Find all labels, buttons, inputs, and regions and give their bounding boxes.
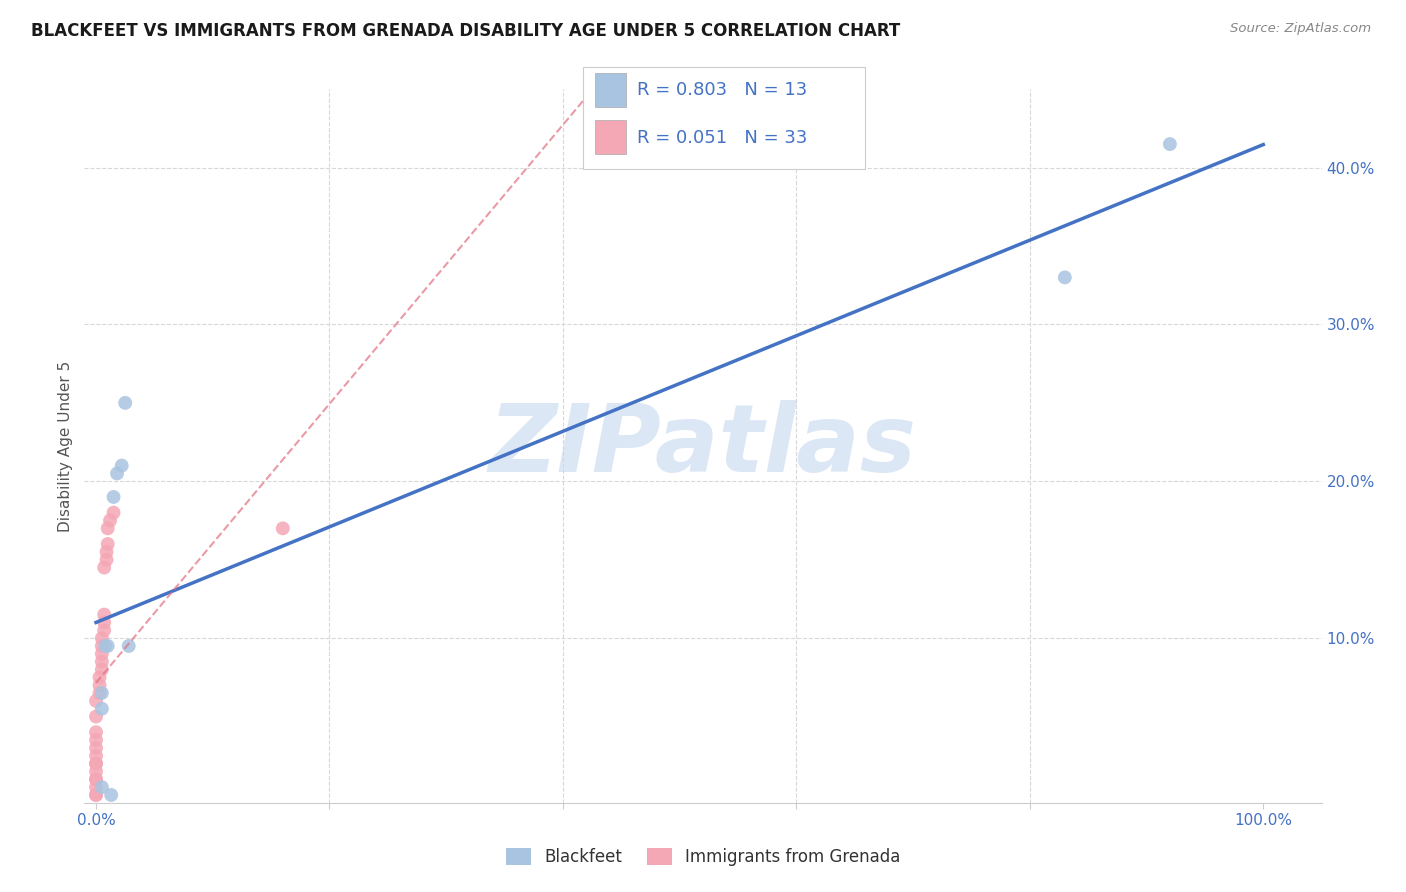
- Point: [271, 521, 294, 535]
- Point: [1159, 137, 1181, 152]
- Point: [97, 537, 120, 551]
- Point: [84, 764, 107, 779]
- Point: [93, 615, 115, 630]
- Point: [97, 639, 120, 653]
- Point: [90, 663, 112, 677]
- Point: [84, 788, 107, 802]
- Legend: Blackfeet, Immigrants from Grenada: Blackfeet, Immigrants from Grenada: [499, 841, 907, 873]
- Point: [84, 788, 107, 802]
- Point: [84, 772, 107, 787]
- Point: [90, 655, 112, 669]
- Point: [118, 639, 141, 653]
- Point: [94, 639, 117, 653]
- Point: [103, 490, 125, 504]
- Point: [84, 740, 107, 755]
- Text: BLACKFEET VS IMMIGRANTS FROM GRENADA DISABILITY AGE UNDER 5 CORRELATION CHART: BLACKFEET VS IMMIGRANTS FROM GRENADA DIS…: [31, 22, 900, 40]
- Point: [84, 756, 107, 771]
- Point: [84, 725, 107, 739]
- Point: [89, 670, 111, 684]
- Point: [90, 780, 112, 794]
- Point: [90, 631, 112, 645]
- Point: [100, 788, 122, 802]
- Text: Source: ZipAtlas.com: Source: ZipAtlas.com: [1230, 22, 1371, 36]
- Point: [111, 458, 134, 473]
- Point: [90, 639, 112, 653]
- Point: [103, 506, 125, 520]
- Point: [90, 686, 112, 700]
- Text: ZIPatlas: ZIPatlas: [489, 400, 917, 492]
- Point: [96, 545, 118, 559]
- Point: [84, 748, 107, 763]
- Point: [93, 607, 115, 622]
- Point: [93, 560, 115, 574]
- Text: R = 0.803   N = 13: R = 0.803 N = 13: [637, 81, 807, 99]
- Point: [84, 709, 107, 723]
- Point: [96, 552, 118, 566]
- Point: [89, 678, 111, 692]
- Point: [1053, 270, 1076, 285]
- Point: [105, 467, 128, 481]
- Point: [90, 647, 112, 661]
- Text: R = 0.051   N = 33: R = 0.051 N = 33: [637, 129, 807, 147]
- Point: [98, 514, 121, 528]
- Point: [114, 396, 136, 410]
- Y-axis label: Disability Age Under 5: Disability Age Under 5: [58, 360, 73, 532]
- Point: [93, 624, 115, 638]
- Point: [89, 686, 111, 700]
- Point: [84, 772, 107, 787]
- Point: [90, 702, 112, 716]
- Point: [84, 733, 107, 747]
- Point: [84, 756, 107, 771]
- Point: [97, 521, 120, 535]
- Point: [84, 780, 107, 794]
- Point: [84, 694, 107, 708]
